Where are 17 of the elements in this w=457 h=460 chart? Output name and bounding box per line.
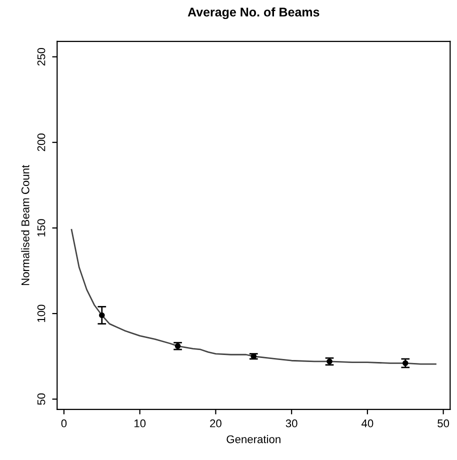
y-tick-label: 200: [37, 134, 46, 152]
point: [99, 312, 105, 318]
x-tick-label: 20: [210, 419, 222, 428]
x-tick-label: 10: [134, 419, 146, 428]
point: [174, 343, 181, 349]
y-axis-title: Normalised Beam Count: [21, 164, 30, 286]
line-series: [70, 228, 436, 365]
x-tick-label: 40: [362, 419, 374, 428]
x-axis-title: Generation: [226, 435, 280, 444]
x-tick-label: 30: [286, 419, 298, 428]
chart-title: Average No. of Beams: [188, 7, 320, 20]
y-tick-label: 250: [37, 48, 46, 66]
y-tick-label: 100: [37, 304, 46, 322]
x-tick-label: 0: [61, 419, 67, 428]
y-tick-label: 150: [37, 219, 46, 236]
y-tick-label: 50: [37, 393, 46, 405]
x-tick-label: 50: [438, 419, 450, 428]
